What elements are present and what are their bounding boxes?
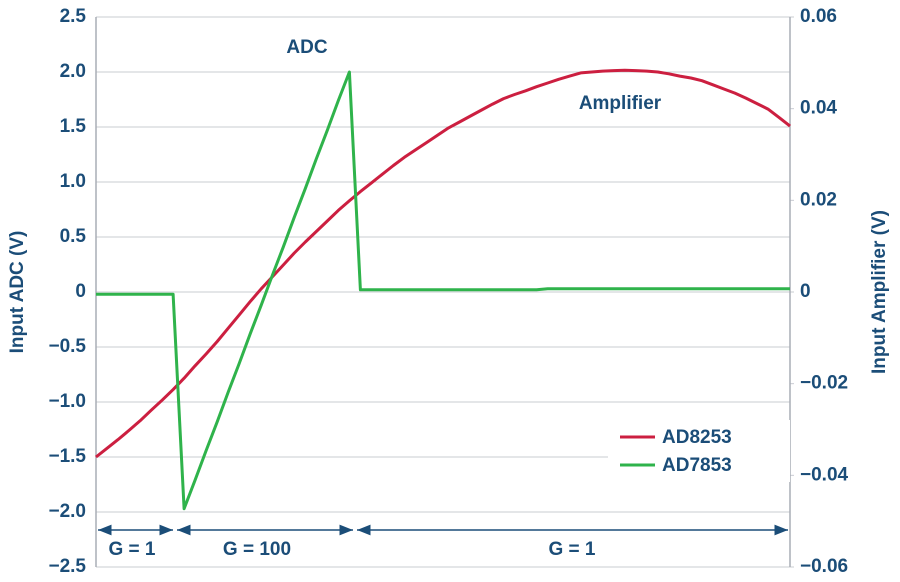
y-tick-label: −1.0	[48, 391, 86, 412]
y2-axis-title: Input Amplifier (V)	[869, 210, 890, 374]
y-tick-label: −1.5	[48, 446, 86, 467]
y-tick-label: 0	[75, 281, 86, 302]
y-tick-label: 1.5	[60, 116, 87, 137]
region-label: G = 1	[549, 539, 596, 560]
y-tick-label: −2.5	[48, 556, 86, 577]
y2-tick-label: 0.02	[800, 189, 837, 210]
y2-tick-label: −0.06	[800, 556, 848, 577]
y2-tick-label: −0.02	[800, 373, 848, 394]
legend-label: AD7853	[662, 455, 732, 476]
legend-box	[608, 420, 790, 482]
y-axis-title: Input ADC (V)	[7, 231, 28, 354]
y-tick-label: 2.5	[60, 6, 87, 27]
legend-label: AD8253	[662, 427, 732, 448]
y2-tick-label: 0.06	[800, 6, 837, 27]
y-tick-label: 1.0	[60, 171, 86, 192]
y-tick-label: 0.5	[60, 226, 87, 247]
y-tick-label: 2.0	[60, 61, 86, 82]
y2-tick-label: 0.04	[800, 98, 837, 119]
region-label: G = 1	[109, 539, 156, 560]
annotation: Amplifier	[579, 93, 662, 114]
annotation: ADC	[286, 37, 327, 58]
series-line	[95, 68, 791, 459]
y2-tick-label: −0.04	[800, 464, 849, 485]
y-tick-label: −2.0	[48, 501, 86, 522]
series-line	[96, 70, 790, 511]
plot-area	[95, 68, 791, 511]
gain-regions: G = 1 G = 100 G = 1	[98, 524, 788, 560]
y2-tick-label: 0	[800, 281, 811, 302]
y-tick-label: −0.5	[48, 336, 86, 357]
legend: AD8253 AD7853	[608, 420, 790, 482]
grid	[96, 16, 794, 568]
region-label: G = 100	[223, 539, 291, 560]
